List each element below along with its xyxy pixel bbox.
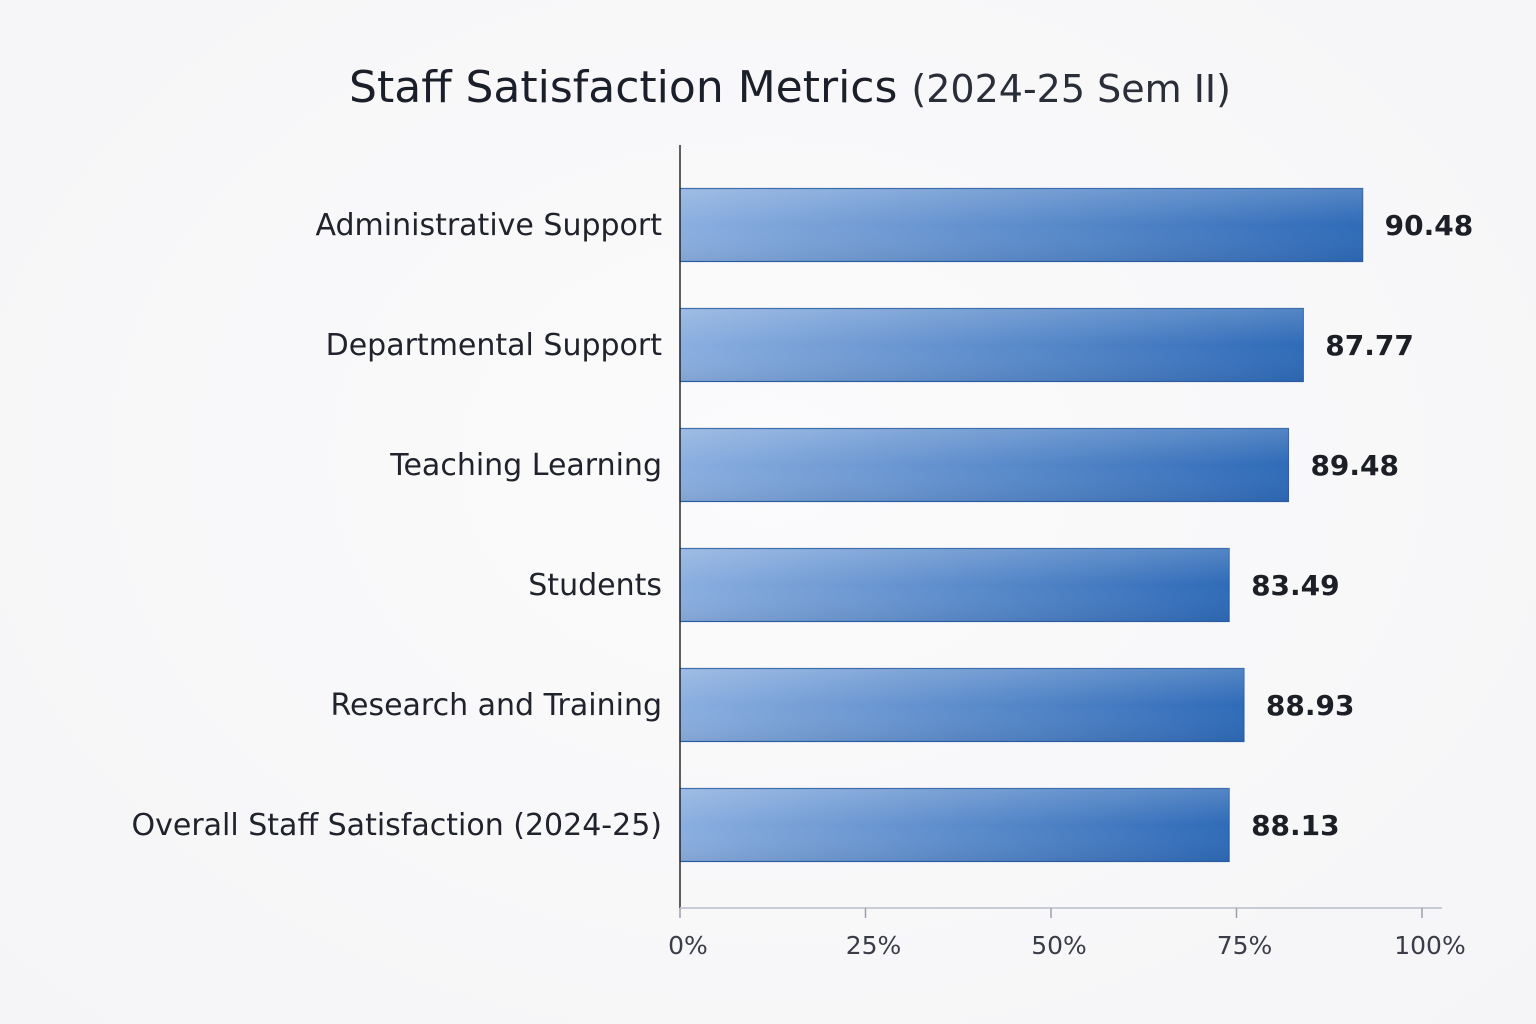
x-tick-label: 75% bbox=[1217, 931, 1273, 960]
bar-group: 88.13 bbox=[679, 787, 1340, 863]
x-tick-label: 25% bbox=[846, 931, 902, 960]
bar-value-label: 88.93 bbox=[1266, 689, 1355, 722]
chart-subtitle: (2024-25 Sem II) bbox=[911, 67, 1231, 111]
bar-shine bbox=[680, 548, 1230, 622]
x-tick-label: 50% bbox=[1031, 931, 1087, 960]
bar-value-label: 83.49 bbox=[1251, 569, 1340, 602]
category-labels-layer: Administrative Support Departmental Suppo… bbox=[132, 208, 663, 843]
category-label: Students bbox=[528, 568, 662, 603]
bar-value-label: 89.48 bbox=[1310, 449, 1399, 482]
bar-shine bbox=[680, 668, 1244, 742]
bar-group: 90.48 bbox=[679, 187, 1474, 263]
category-label: Overall Staff Satisfaction (2024-25) bbox=[132, 808, 663, 843]
bar-shine bbox=[680, 428, 1289, 502]
bar-value-label: 88.13 bbox=[1251, 809, 1340, 842]
bar-value-label: 87.77 bbox=[1325, 329, 1414, 362]
bar-group: 83.49 bbox=[679, 547, 1340, 623]
category-label: Teaching Learning bbox=[389, 448, 662, 483]
x-ticks-layer: 0% 25% 50% 75% 100% bbox=[668, 908, 1466, 960]
x-tick-label: 0% bbox=[668, 931, 708, 960]
category-label: Research and Training bbox=[331, 688, 663, 723]
bar-group: 89.48 bbox=[679, 427, 1399, 503]
bar-value-label: 90.48 bbox=[1385, 209, 1474, 242]
bar-shine bbox=[680, 188, 1363, 262]
bar-shine bbox=[680, 788, 1230, 862]
bars-layer: 90.48 87.77 89.48 83.49 88.93 88.13 bbox=[679, 187, 1474, 863]
bar-group: 88.93 bbox=[679, 667, 1355, 743]
category-label: Administrative Support bbox=[316, 208, 663, 243]
bar-shine bbox=[680, 308, 1304, 382]
x-tick-label: 100% bbox=[1394, 931, 1465, 960]
bar-group: 87.77 bbox=[679, 307, 1414, 383]
category-label: Departmental Support bbox=[326, 328, 663, 363]
chart-title-block: Staff Satisfaction Metrics (2024-25 Sem … bbox=[0, 62, 1536, 113]
chart-title: Staff Satisfaction Metrics bbox=[349, 62, 898, 113]
